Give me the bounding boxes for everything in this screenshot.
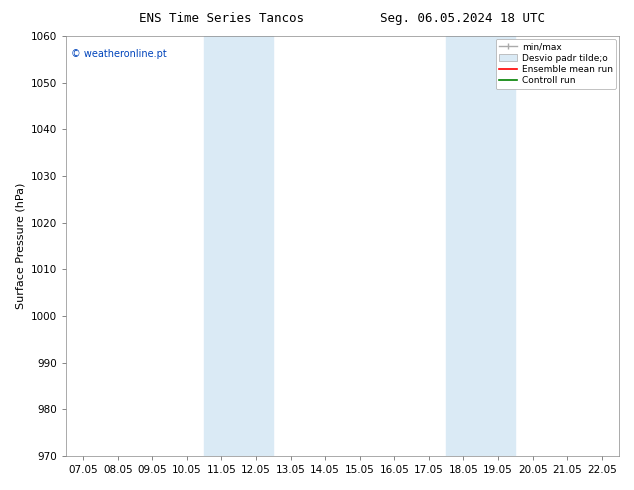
Text: ENS Time Series Tancos: ENS Time Series Tancos — [139, 12, 304, 25]
Legend: min/max, Desvio padr tilde;o, Ensemble mean run, Controll run: min/max, Desvio padr tilde;o, Ensemble m… — [496, 39, 616, 89]
Text: Seg. 06.05.2024 18 UTC: Seg. 06.05.2024 18 UTC — [380, 12, 545, 25]
Bar — [446, 36, 515, 456]
Text: © weatheronline.pt: © weatheronline.pt — [72, 49, 167, 59]
Y-axis label: Surface Pressure (hPa): Surface Pressure (hPa) — [15, 183, 25, 309]
Bar — [204, 36, 273, 456]
